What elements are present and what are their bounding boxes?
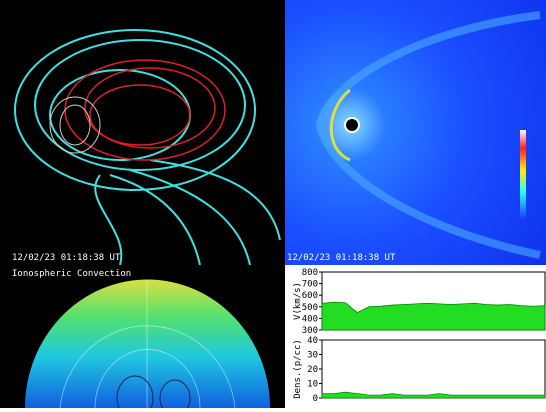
plot-area xyxy=(321,339,546,399)
timestamp: 12/02/23 01:18:38 UT xyxy=(12,253,121,263)
y-tick-label: 300 xyxy=(302,326,318,336)
panel-title: Ionospheric Convection xyxy=(12,269,131,279)
y-tick-label: 500 xyxy=(302,303,318,313)
y-tick-label: 20 xyxy=(307,365,318,375)
data-area xyxy=(321,301,546,331)
y-tick-label: 800 xyxy=(302,268,318,278)
y-tick-label: 700 xyxy=(302,280,318,290)
y-tick-label: 40 xyxy=(307,336,318,346)
y-axis-label: Dens.(p/cc) xyxy=(293,339,303,399)
timestamp: 12/02/23 01:18:38 UT xyxy=(287,253,396,263)
pressure-panel: 12/02/23 01:18:38 UT xyxy=(285,0,546,265)
y-tick-label: 10 xyxy=(307,380,318,390)
ionosphere-panel: Ionospheric Convection xyxy=(0,265,285,412)
field-line-panel: 12/02/23 01:18:38 UT xyxy=(0,0,285,266)
y-tick-label: 30 xyxy=(307,351,318,361)
y-tick-label: 400 xyxy=(302,314,318,324)
y-axis-label: V(km/s) xyxy=(293,282,303,320)
y-tick-label: 600 xyxy=(302,291,318,301)
y-tick-label: 0 xyxy=(313,394,318,404)
data-area xyxy=(321,391,546,399)
